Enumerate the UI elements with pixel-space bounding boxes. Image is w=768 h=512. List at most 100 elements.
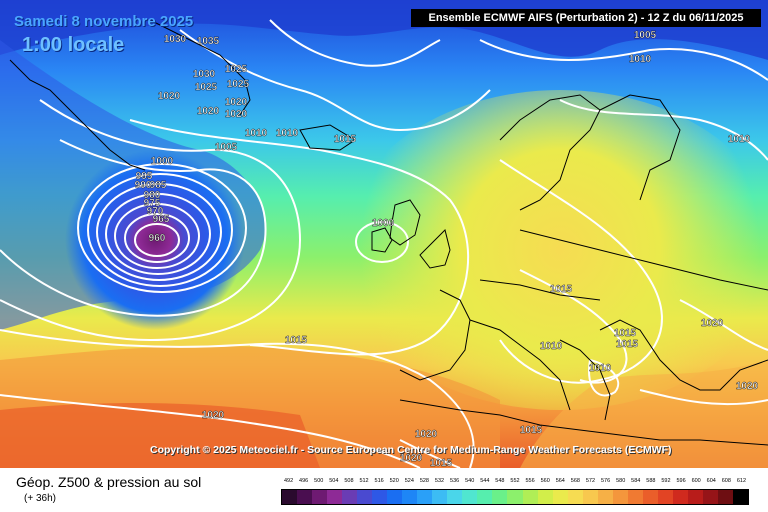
- legend-value-label: 492: [283, 478, 294, 484]
- legend-subtitle: (+ 36h): [24, 493, 56, 504]
- legend-swatch: [387, 490, 403, 504]
- legend-title: Géop. Z500 & pression au sol: [16, 474, 202, 490]
- legend-swatch: [447, 490, 463, 504]
- legend-value-label: 592: [661, 478, 671, 484]
- pressure-label: 1010: [540, 341, 563, 352]
- legend-swatch: [402, 490, 418, 504]
- legend-swatch: [432, 490, 448, 504]
- legend-value-label: 544: [480, 478, 490, 484]
- legend-value-label: 540: [465, 478, 475, 484]
- pressure-label: 1015: [614, 328, 637, 339]
- legend-swatch: [702, 490, 718, 504]
- pressure-label: 995: [136, 171, 153, 182]
- legend-value-label: 608: [721, 478, 731, 484]
- legend-swatch: [342, 490, 358, 504]
- pressure-label: 1025: [225, 64, 248, 75]
- legend-value-label: 576: [600, 478, 611, 484]
- legend-swatch: [642, 490, 658, 504]
- isobars: [0, 19, 768, 468]
- legend-color-scale: [281, 489, 749, 505]
- legend-value-label: 596: [676, 478, 686, 484]
- legend-swatch: [537, 490, 553, 504]
- legend-swatch: [567, 490, 583, 504]
- copyright-notice: Copyright © 2025 Meteociel.fr - Source E…: [150, 444, 672, 456]
- pressure-label: 1010: [589, 363, 612, 374]
- pressure-label: 1000: [151, 156, 174, 167]
- pressure-label: 1020: [225, 97, 248, 108]
- pressure-label: 960: [149, 233, 166, 244]
- legend-value-label: 532: [434, 478, 445, 484]
- legend-value-label: 556: [525, 478, 535, 484]
- legend-value-label: 520: [389, 478, 399, 484]
- legend-value-label: 548: [495, 478, 505, 484]
- legend-swatch: [357, 490, 373, 504]
- pressure-label: 1000: [372, 218, 395, 229]
- pressure-label: 1030: [164, 34, 187, 45]
- pressure-label: 1010: [629, 54, 652, 65]
- legend-swatch: [477, 490, 493, 504]
- legend-value-label: 512: [359, 478, 369, 484]
- pressure-label: 1010: [276, 128, 299, 139]
- legend-value-label: 524: [404, 478, 414, 484]
- pressure-label: 1015: [550, 284, 573, 295]
- pressure-label: 1020: [158, 91, 181, 102]
- legend-swatch: [522, 490, 538, 504]
- legend-swatch: [597, 490, 613, 504]
- pressure-label: 1035: [197, 36, 220, 47]
- legend-value-label: 564: [555, 478, 565, 484]
- pressure-label: 990: [135, 180, 152, 191]
- pressure-label: 985: [150, 180, 167, 191]
- legend-swatch: [372, 490, 388, 504]
- coastlines: [9, 19, 768, 446]
- legend-swatch: [672, 490, 688, 504]
- pressure-label: 1020: [400, 453, 423, 464]
- pressure-label: 1020: [736, 381, 759, 392]
- legend-value-label: 572: [585, 478, 596, 484]
- pressure-label: 1005: [215, 142, 238, 153]
- legend-value-label: 552: [510, 478, 520, 484]
- legend-swatch: [717, 490, 733, 504]
- legend-value-label: 500: [314, 478, 324, 484]
- legend-swatch: [687, 490, 703, 504]
- legend-value-label: 528: [419, 478, 429, 484]
- legend-swatch: [297, 490, 313, 504]
- legend-swatch: [312, 490, 328, 504]
- date-title: Samedi 8 novembre 2025: [14, 13, 194, 30]
- pressure-label: 1020: [202, 410, 225, 421]
- legend-value-label: 588: [646, 478, 656, 484]
- legend-value-label: 536: [450, 478, 460, 484]
- legend-value-label: 508: [344, 478, 354, 484]
- pressure-label: 1015: [616, 339, 639, 350]
- pressure-label: 975: [144, 198, 161, 209]
- pressure-label: 1015: [430, 458, 453, 468]
- local-time: 1:00 locale: [22, 34, 125, 56]
- pressure-label: 1020: [225, 109, 248, 120]
- legend-value-labels: 492 496 500 504 508 512 516 520 524 528 532 536 540 5…: [281, 478, 749, 488]
- legend-swatch: [552, 490, 568, 504]
- legend-value-label: 584: [631, 478, 641, 484]
- legend-value-label: 604: [706, 478, 716, 484]
- legend-value-label: 496: [299, 478, 309, 484]
- legend-value-label: 504: [329, 478, 339, 484]
- legend-value-label: 560: [540, 478, 550, 484]
- pressure-label: 1025: [227, 79, 250, 90]
- legend-swatch: [582, 490, 598, 504]
- pressure-label: 1015: [334, 134, 357, 145]
- legend-value-label: 516: [374, 478, 384, 484]
- pressure-label: 1020: [415, 429, 438, 440]
- pressure-label: 1005: [634, 30, 657, 41]
- legend-value-label: 580: [616, 478, 626, 484]
- pressure-label: 1030: [193, 69, 216, 80]
- legend-swatch: [462, 490, 478, 504]
- pressure-label: 1020: [197, 106, 220, 117]
- pressure-label: 1015: [285, 335, 308, 346]
- legend-swatch: [507, 490, 523, 504]
- legend-value-label: 612: [736, 478, 747, 484]
- pressure-label: 1010: [728, 134, 751, 145]
- legend-swatch: [417, 490, 433, 504]
- pressure-label: 980: [144, 190, 161, 201]
- legend-swatch: [612, 490, 628, 504]
